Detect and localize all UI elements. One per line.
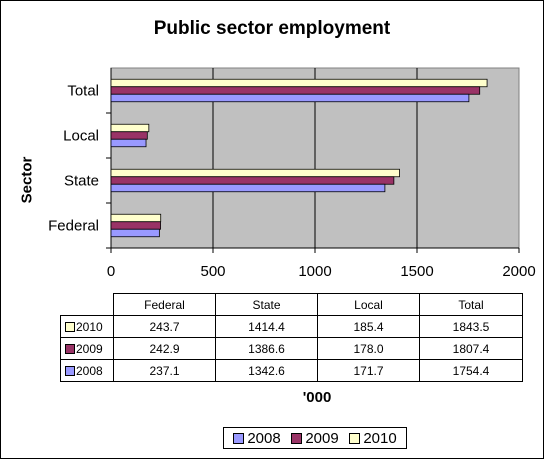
legend-item: 2008	[233, 429, 281, 447]
data-table-corner	[61, 294, 114, 316]
data-table-row-header: 2008	[60, 359, 114, 382]
bar	[110, 123, 150, 133]
data-table-cell: 1342.6	[215, 359, 318, 382]
bar	[110, 131, 148, 140]
data-table-body: 2010 243.7 1414.4 185.4 1843.5 2009 242.9 1386.…	[60, 315, 523, 382]
y-tick-label: State	[64, 173, 99, 190]
y-tick-label: Local	[63, 128, 99, 145]
data-table-cell: 242.9	[113, 337, 216, 360]
legend-item: 2009	[291, 429, 339, 447]
legend-swatch	[233, 432, 245, 444]
bar	[110, 183, 386, 193]
x-tick-label: 1000	[298, 263, 331, 280]
data-table-row: 2008 237.1 1342.6 171.7 1754.4	[60, 359, 523, 382]
data-table-cell: 171.7	[317, 359, 420, 382]
x-tick-label: 1500	[400, 263, 433, 280]
bar	[110, 176, 395, 185]
data-table-header-row: Federal State Local Total	[61, 293, 523, 316]
bar	[110, 78, 488, 88]
data-table-col-header: State	[215, 293, 318, 316]
data-table-cell: 1843.5	[419, 315, 523, 338]
legend-label: 2009	[305, 429, 339, 447]
x-axis-label: '000	[302, 389, 332, 406]
x-tick-label: 500	[200, 263, 225, 280]
legend: 2008 2009 2010	[223, 427, 407, 449]
data-table-row: 2010 243.7 1414.4 185.4 1843.5	[60, 315, 523, 338]
data-table-cell: 178.0	[317, 337, 420, 360]
data-table-col-header: Local	[317, 293, 420, 316]
data-table-row-header: 2009	[60, 337, 114, 360]
bar	[110, 168, 400, 178]
bar	[110, 86, 481, 95]
data-table: Federal State Local Total 2010 243.7 1414.4 18…	[60, 293, 523, 382]
bar	[110, 138, 147, 148]
legend-item: 2010	[349, 429, 397, 447]
legend-key-swatch	[65, 321, 75, 332]
bar	[110, 221, 161, 230]
chart-title: Public sector employment	[153, 18, 391, 39]
data-table-cell: 1807.4	[419, 337, 523, 360]
legend-label: 2008	[247, 429, 281, 447]
data-table-cell: 237.1	[113, 359, 216, 382]
data-table-col-header: Total	[419, 293, 523, 316]
legend-swatch	[291, 432, 303, 444]
bar	[110, 93, 470, 103]
data-table-col-header: Federal	[113, 293, 216, 316]
data-table-row: 2009 242.9 1386.6 178.0 1807.4	[60, 337, 523, 360]
legend-swatch	[349, 432, 361, 444]
data-table-cell: 1386.6	[215, 337, 318, 360]
data-table-cell: 1414.4	[215, 315, 318, 338]
legend-key-swatch	[65, 365, 75, 376]
y-tick-label: Federal	[48, 218, 99, 235]
data-table-row-header: 2010	[60, 315, 114, 338]
data-table-cell: 1754.4	[419, 359, 523, 382]
data-table-cell: 185.4	[317, 315, 420, 338]
bar	[110, 228, 160, 238]
bar	[110, 213, 162, 223]
legend-label: 2010	[363, 429, 397, 447]
y-tick-label: Total	[67, 83, 99, 100]
x-tick-label: 0	[107, 263, 115, 280]
x-tick-label: 2000	[502, 263, 535, 280]
legend-key-swatch	[65, 343, 75, 354]
data-table-cell: 243.7	[113, 315, 216, 338]
